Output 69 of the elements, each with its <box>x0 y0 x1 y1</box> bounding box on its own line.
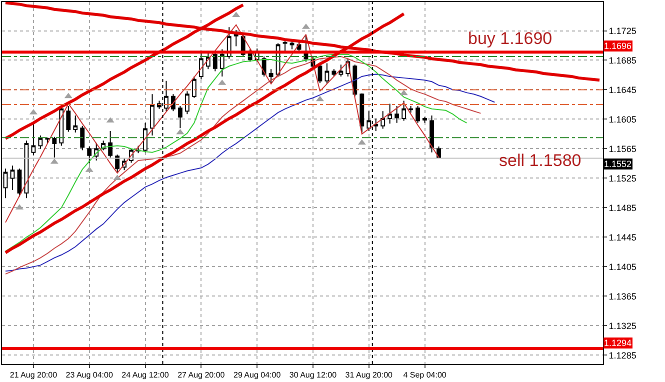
candlestick <box>408 105 414 114</box>
candlestick <box>45 137 50 144</box>
point <box>232 12 240 18</box>
y-tick-label: 1.1645 <box>608 84 636 95</box>
candlestick <box>394 105 400 124</box>
point <box>358 139 366 145</box>
point <box>400 90 408 96</box>
candlestick <box>87 146 92 164</box>
candlestick <box>198 50 204 80</box>
candlestick <box>212 50 218 72</box>
x-tick-label: 21 Aug 20:00 <box>10 370 58 380</box>
x-tick-label: 31 Aug 20:00 <box>345 370 394 380</box>
candlestick <box>10 165 15 190</box>
candlestick <box>290 39 294 50</box>
annotation: buy 1.1690 <box>468 29 552 48</box>
y-tick-label: 1.1725 <box>608 26 636 36</box>
candlestick <box>430 115 434 153</box>
y-tick-label: 1.1525 <box>608 173 636 184</box>
point <box>64 92 72 98</box>
candlestick <box>324 62 330 84</box>
y-tick-label: 1.1605 <box>608 114 636 124</box>
candlestick <box>59 105 64 146</box>
y-tick-label: 1.1405 <box>608 262 636 272</box>
candlestick <box>73 115 78 133</box>
point <box>50 158 58 164</box>
y-tick-label: 1.1445 <box>608 232 636 242</box>
y-tick-label: 1.1365 <box>608 291 636 302</box>
x-tick-label: 27 Aug 20:00 <box>178 370 226 380</box>
candlestick <box>150 94 154 136</box>
annotation: sell 1.1580 <box>499 151 582 170</box>
candlestick <box>38 134 43 150</box>
candlestick <box>108 130 113 158</box>
line-series <box>4 24 440 223</box>
candlestick <box>374 118 378 132</box>
candlestick <box>115 154 120 174</box>
candlestick <box>184 90 190 115</box>
candlestick <box>282 38 288 52</box>
x-tick-label: 29 Aug 04:00 <box>234 370 282 380</box>
candlestick <box>402 100 406 122</box>
y-tick-label: 1.1685 <box>608 55 636 66</box>
candlestick <box>338 64 344 77</box>
x-tick-label: 23 Aug 04:00 <box>66 370 114 380</box>
candlestick <box>80 125 85 151</box>
candlestick <box>31 123 36 156</box>
candlestick <box>66 105 71 132</box>
candlestick <box>360 92 364 133</box>
ref-line-label: 1.1696 <box>604 41 632 51</box>
candlestick <box>234 30 238 47</box>
candlestick <box>388 103 392 124</box>
candlestick <box>422 116 428 124</box>
x-tick-label: 30 Aug 12:00 <box>289 370 338 380</box>
candlestick <box>220 48 224 77</box>
candlestick <box>143 122 148 153</box>
y-tick-label: 1.1565 <box>608 144 636 154</box>
candlestick <box>52 136 57 158</box>
ref-line-label: 1.1294 <box>604 338 632 348</box>
y-tick-label: 1.1485 <box>608 202 636 213</box>
candlestick <box>268 68 274 84</box>
y-tick-label: 1.1285 <box>608 350 636 360</box>
ref-line-label: 1.1552 <box>604 159 632 169</box>
candlestick <box>380 110 386 130</box>
x-tick-label: 24 Aug 12:00 <box>122 370 170 380</box>
x-tick-label: 4 Sep 04:00 <box>403 370 447 380</box>
candlestick <box>332 68 336 77</box>
candlestick <box>192 76 196 98</box>
y-tick-label: 1.1325 <box>608 320 636 331</box>
candlestick <box>178 105 182 129</box>
candlestick <box>416 105 420 124</box>
candlestick <box>436 146 441 158</box>
